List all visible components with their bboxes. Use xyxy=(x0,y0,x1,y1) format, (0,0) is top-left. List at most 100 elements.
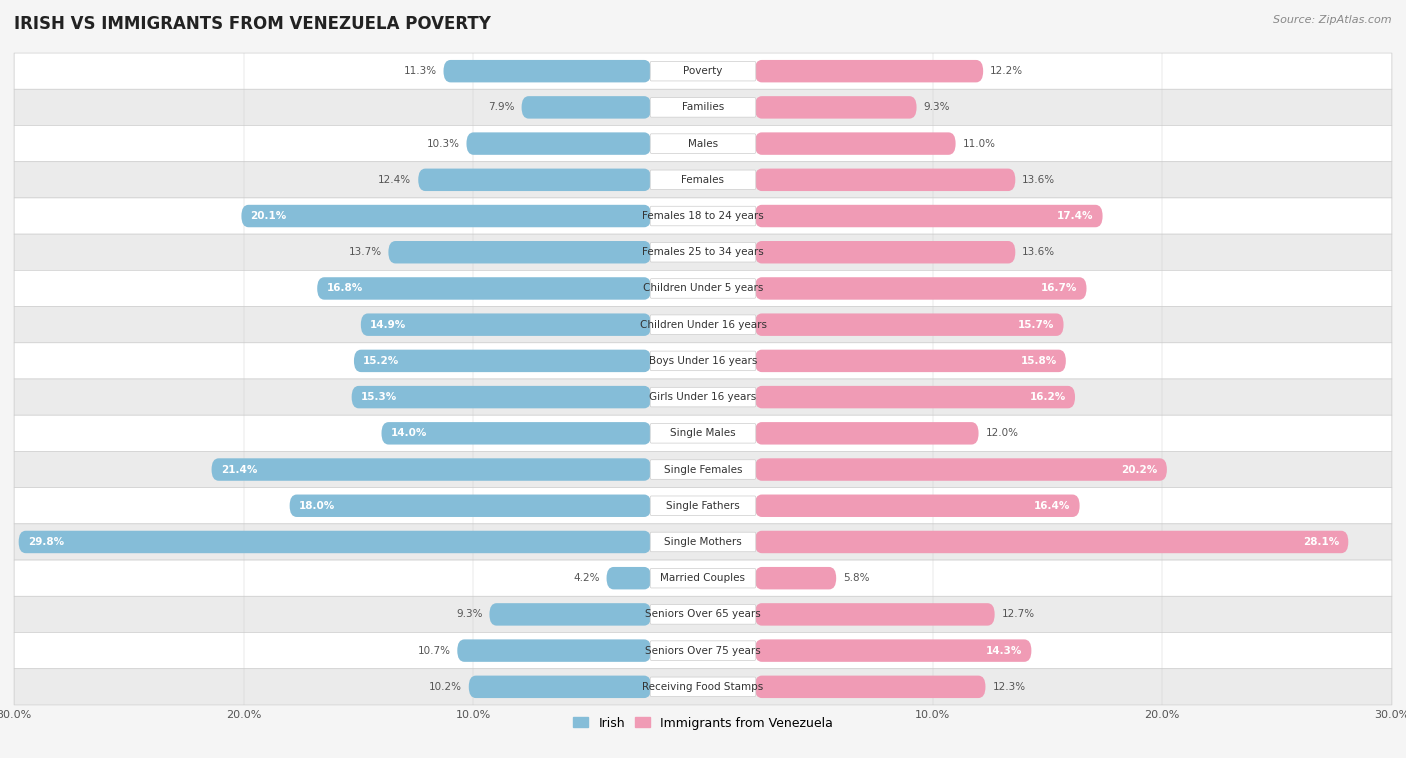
FancyBboxPatch shape xyxy=(443,60,651,83)
Text: 14.3%: 14.3% xyxy=(986,646,1022,656)
Text: 9.3%: 9.3% xyxy=(924,102,950,112)
FancyBboxPatch shape xyxy=(755,640,1032,662)
FancyBboxPatch shape xyxy=(650,496,756,515)
Text: Seniors Over 65 years: Seniors Over 65 years xyxy=(645,609,761,619)
FancyBboxPatch shape xyxy=(457,640,651,662)
FancyBboxPatch shape xyxy=(14,452,1392,487)
FancyBboxPatch shape xyxy=(755,277,1087,299)
Text: 17.4%: 17.4% xyxy=(1057,211,1094,221)
Text: Poverty: Poverty xyxy=(683,66,723,76)
FancyBboxPatch shape xyxy=(650,641,756,660)
Text: 15.3%: 15.3% xyxy=(361,392,396,402)
FancyBboxPatch shape xyxy=(650,134,756,153)
FancyBboxPatch shape xyxy=(211,459,651,481)
Text: 11.3%: 11.3% xyxy=(404,66,437,76)
Text: 4.2%: 4.2% xyxy=(574,573,599,583)
FancyBboxPatch shape xyxy=(755,168,1015,191)
Text: 16.7%: 16.7% xyxy=(1040,283,1077,293)
FancyBboxPatch shape xyxy=(650,279,756,298)
Text: 20.2%: 20.2% xyxy=(1122,465,1157,475)
Text: 12.4%: 12.4% xyxy=(378,175,412,185)
FancyBboxPatch shape xyxy=(755,241,1015,264)
FancyBboxPatch shape xyxy=(755,349,1066,372)
FancyBboxPatch shape xyxy=(14,669,1392,705)
Text: Seniors Over 75 years: Seniors Over 75 years xyxy=(645,646,761,656)
FancyBboxPatch shape xyxy=(522,96,651,118)
FancyBboxPatch shape xyxy=(318,277,651,299)
FancyBboxPatch shape xyxy=(755,494,1080,517)
Text: 9.3%: 9.3% xyxy=(456,609,482,619)
FancyBboxPatch shape xyxy=(14,53,1392,89)
Text: Children Under 16 years: Children Under 16 years xyxy=(640,320,766,330)
Text: 7.9%: 7.9% xyxy=(488,102,515,112)
Text: 14.9%: 14.9% xyxy=(370,320,406,330)
FancyBboxPatch shape xyxy=(650,460,756,479)
FancyBboxPatch shape xyxy=(650,315,756,334)
FancyBboxPatch shape xyxy=(354,349,651,372)
Text: 16.2%: 16.2% xyxy=(1029,392,1066,402)
Text: Girls Under 16 years: Girls Under 16 years xyxy=(650,392,756,402)
Text: Boys Under 16 years: Boys Under 16 years xyxy=(648,356,758,366)
FancyBboxPatch shape xyxy=(489,603,651,625)
Text: 15.7%: 15.7% xyxy=(1018,320,1054,330)
FancyBboxPatch shape xyxy=(606,567,651,590)
Text: Children Under 5 years: Children Under 5 years xyxy=(643,283,763,293)
Text: 5.8%: 5.8% xyxy=(844,573,869,583)
Text: IRISH VS IMMIGRANTS FROM VENEZUELA POVERTY: IRISH VS IMMIGRANTS FROM VENEZUELA POVER… xyxy=(14,15,491,33)
FancyBboxPatch shape xyxy=(755,96,917,118)
FancyBboxPatch shape xyxy=(755,60,983,83)
Text: Families: Families xyxy=(682,102,724,112)
Text: 20.1%: 20.1% xyxy=(250,211,287,221)
FancyBboxPatch shape xyxy=(14,379,1392,415)
Text: Source: ZipAtlas.com: Source: ZipAtlas.com xyxy=(1274,15,1392,25)
FancyBboxPatch shape xyxy=(418,168,651,191)
Text: 12.2%: 12.2% xyxy=(990,66,1024,76)
FancyBboxPatch shape xyxy=(755,133,956,155)
FancyBboxPatch shape xyxy=(650,568,756,588)
Text: Single Males: Single Males xyxy=(671,428,735,438)
Text: 10.7%: 10.7% xyxy=(418,646,450,656)
Text: 13.6%: 13.6% xyxy=(1022,247,1056,257)
FancyBboxPatch shape xyxy=(650,206,756,226)
FancyBboxPatch shape xyxy=(755,675,986,698)
FancyBboxPatch shape xyxy=(14,306,1392,343)
FancyBboxPatch shape xyxy=(650,243,756,262)
FancyBboxPatch shape xyxy=(650,605,756,624)
Text: 10.3%: 10.3% xyxy=(426,139,460,149)
Text: Females 25 to 34 years: Females 25 to 34 years xyxy=(643,247,763,257)
Text: Females: Females xyxy=(682,175,724,185)
FancyBboxPatch shape xyxy=(755,205,1102,227)
FancyBboxPatch shape xyxy=(755,531,1348,553)
FancyBboxPatch shape xyxy=(352,386,651,409)
FancyBboxPatch shape xyxy=(14,560,1392,597)
FancyBboxPatch shape xyxy=(388,241,651,264)
Legend: Irish, Immigrants from Venezuela: Irish, Immigrants from Venezuela xyxy=(568,712,838,735)
Text: Single Females: Single Females xyxy=(664,465,742,475)
Text: Receiving Food Stamps: Receiving Food Stamps xyxy=(643,682,763,692)
FancyBboxPatch shape xyxy=(650,170,756,190)
Text: 18.0%: 18.0% xyxy=(299,501,335,511)
Text: 29.8%: 29.8% xyxy=(28,537,63,547)
FancyBboxPatch shape xyxy=(14,415,1392,452)
FancyBboxPatch shape xyxy=(14,161,1392,198)
FancyBboxPatch shape xyxy=(381,422,651,444)
Text: 14.0%: 14.0% xyxy=(391,428,427,438)
FancyBboxPatch shape xyxy=(755,459,1167,481)
Text: 15.2%: 15.2% xyxy=(363,356,399,366)
Text: 11.0%: 11.0% xyxy=(963,139,995,149)
FancyBboxPatch shape xyxy=(650,61,756,81)
Text: 10.2%: 10.2% xyxy=(429,682,461,692)
FancyBboxPatch shape xyxy=(361,314,651,336)
FancyBboxPatch shape xyxy=(755,386,1076,409)
Text: Females 18 to 24 years: Females 18 to 24 years xyxy=(643,211,763,221)
Text: 21.4%: 21.4% xyxy=(221,465,257,475)
FancyBboxPatch shape xyxy=(650,98,756,117)
Text: 15.8%: 15.8% xyxy=(1021,356,1057,366)
FancyBboxPatch shape xyxy=(755,567,837,590)
FancyBboxPatch shape xyxy=(650,677,756,697)
FancyBboxPatch shape xyxy=(650,424,756,443)
FancyBboxPatch shape xyxy=(14,234,1392,271)
FancyBboxPatch shape xyxy=(650,532,756,552)
FancyBboxPatch shape xyxy=(14,271,1392,306)
FancyBboxPatch shape xyxy=(242,205,651,227)
